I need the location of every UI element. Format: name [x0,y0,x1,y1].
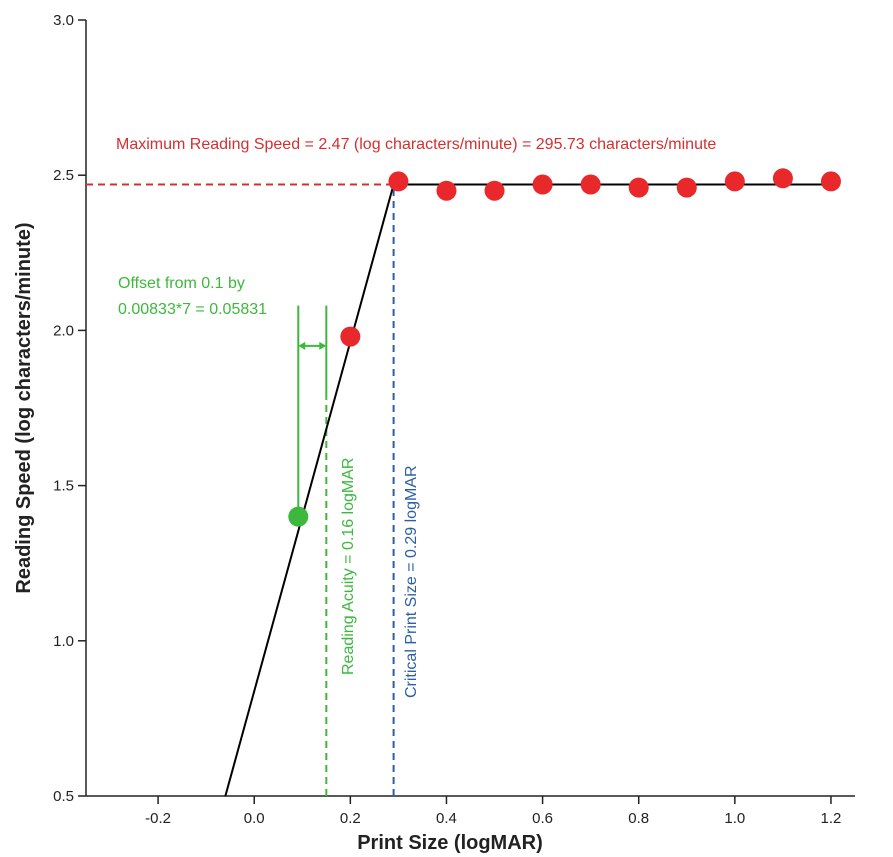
x-tick-label: 0.4 [436,810,457,827]
bracket-arrow-left [298,341,306,350]
data-points [288,168,841,527]
fit-line [224,183,831,797]
ticks: -0.2 0.0 0.2 0.4 0.6 0.8 1.0 1.2 0.5 1.0 1.5 2.0 2.5… [53,12,841,827]
axes [85,20,855,797]
offset-annotation-line1: Offset from 0.1 by [118,275,245,292]
y-tick-label: 1.5 [53,478,74,495]
reading-acuity-annotation: Reading Acuity = 0.16 logMAR [340,458,357,675]
reading-acuity-point [288,506,309,527]
y-tick-label: 2.0 [53,322,74,339]
offset-annotation-line2: 0.00833*7 = 0.05831 [118,301,267,318]
y-tick-label: 1.0 [53,633,74,650]
reference-lines [86,183,395,796]
x-tick-label: 0.0 [244,810,265,827]
reading-speed-point [436,180,457,201]
critical-print-size-annotation: Critical Print Size = 0.29 logMAR [403,465,420,698]
max-reading-speed-annotation: Maximum Reading Speed = 2.47 (log charac… [116,136,716,153]
reading-speed-point [676,177,697,198]
reading-speed-point [388,171,409,192]
x-tick-label: 1.0 [724,810,745,827]
x-tick-label: 0.2 [340,810,361,827]
offset-bracket [297,305,328,517]
reading-speed-point [724,171,745,192]
x-tick-label: 0.8 [628,810,649,827]
y-tick-label: 2.5 [53,167,74,184]
reading-speed-point [340,326,361,347]
x-axis-title: Print Size (logMAR) [357,832,543,854]
reading-speed-point [580,174,601,195]
x-tick-label: 0.6 [532,810,553,827]
x-tick-label: 1.2 [821,810,842,827]
bracket-arrow-right [319,341,327,350]
y-tick-label: 3.0 [53,12,74,29]
reading-speed-point [484,180,505,201]
x-tick-label: -0.2 [145,810,171,827]
y-axis-title: Reading Speed (log characters/minute) [13,222,35,593]
reading-speed-point [532,174,553,195]
reading-speed-point [820,171,841,192]
reading-speed-point [772,168,793,189]
reading-speed-point [628,177,649,198]
y-tick-label: 0.5 [53,788,74,805]
